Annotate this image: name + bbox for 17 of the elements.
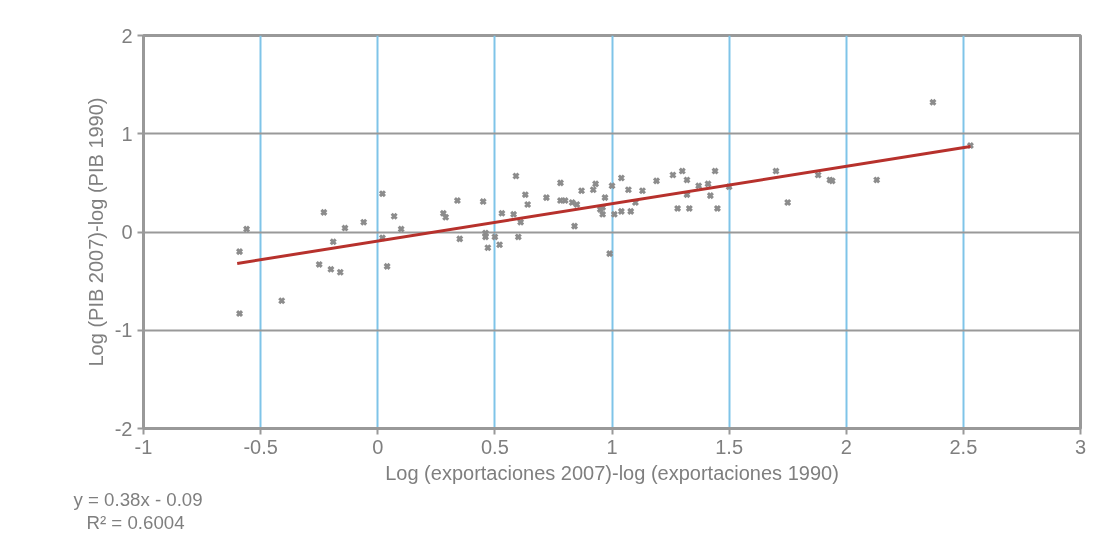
y-axis-title: Log (PIB 2007)-log (PIB 1990) (84, 97, 107, 367)
x-tick-label: 2 (840, 435, 852, 458)
x-tick-label: 0 (372, 435, 384, 458)
x-tick-label: 2.5 (949, 435, 978, 458)
y-tick-label: 2 (121, 24, 133, 47)
x-tick-label: 1 (606, 435, 618, 458)
y-tick-label: -1 (114, 319, 133, 342)
y-tick-label: 1 (121, 122, 133, 145)
x-tick-label: -0.5 (243, 435, 278, 458)
x-tick-label: 1.5 (715, 435, 744, 458)
y-tick-label: 0 (121, 221, 133, 243)
x-tick-label: 3 (1074, 435, 1087, 458)
y-tick-label: -2 (114, 417, 133, 440)
text: R² = 0.6004 (86, 511, 185, 533)
x-tick-label: 0.5 (480, 435, 509, 458)
x-axis-title: Log (exportaciones 2007)-log (exportaciones 1990) (385, 461, 839, 484)
text: y = 0.38x - 0.09 (73, 488, 203, 510)
